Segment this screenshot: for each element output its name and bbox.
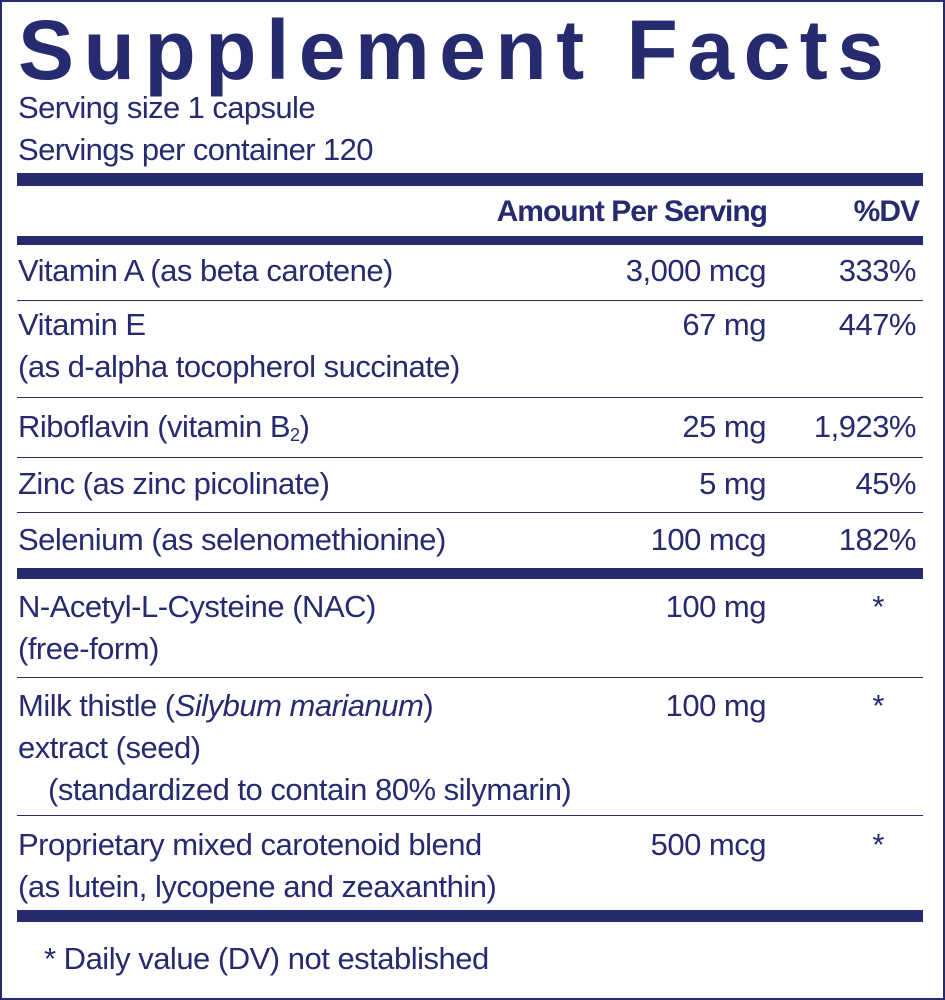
nutrient-amount: 3,000 mcg	[625, 253, 767, 288]
thick-divider	[17, 910, 923, 922]
row-divider	[17, 512, 923, 513]
name-line-1: Vitamin E	[18, 307, 146, 342]
nutrient-name: Proprietary mixed carotenoid blend (as lu…	[18, 824, 497, 908]
servings-per-container: Servings per container 120	[18, 132, 374, 167]
name-end: )	[423, 688, 434, 723]
label-title: Supplement Facts	[18, 3, 894, 97]
name-text: Riboflavin (vitamin B	[18, 409, 291, 444]
nutrient-dv: 333%	[838, 253, 917, 288]
nutrient-name: Vitamin E (as d-alpha tocopherol succinat…	[18, 304, 460, 388]
nutrient-name: Selenium (as selenomethionine)	[18, 522, 446, 557]
nutrient-amount: 5 mg	[699, 466, 766, 501]
row-divider	[17, 300, 923, 301]
name-latin: Silybum marianum	[174, 688, 424, 723]
row-divider	[17, 677, 923, 678]
name-line-1: Proprietary mixed carotenoid blend	[18, 827, 482, 862]
dv-header: %DV	[853, 195, 920, 228]
nutrient-dv: 447%	[838, 307, 917, 342]
nutrient-amount: 67 mg	[682, 307, 766, 342]
name-line-2: (free-form)	[18, 631, 159, 666]
nutrient-dv: *	[872, 827, 884, 862]
row-divider	[17, 457, 923, 458]
nutrient-name: Riboflavin (vitamin B2)	[18, 406, 310, 448]
nutrient-name: Vitamin A (as beta carotene)	[18, 253, 393, 288]
row-divider	[17, 815, 923, 816]
name-text: Milk thistle (	[18, 688, 175, 723]
nutrient-amount: 100 mcg	[650, 522, 767, 557]
nutrient-name: Milk thistle (Silybum marianum) extract (…	[18, 685, 572, 811]
nutrient-name: Zinc (as zinc picolinate)	[18, 466, 330, 501]
name-line-2: extract (seed)	[18, 730, 201, 765]
header-divider	[17, 236, 923, 245]
row-divider	[17, 397, 923, 398]
nutrient-amount: 100 mg	[665, 589, 767, 624]
nutrient-amount: 500 mcg	[650, 827, 767, 862]
footnote: * Daily value (DV) not established	[44, 941, 489, 976]
name-line-2: (as d-alpha tocopherol succinate)	[18, 349, 460, 384]
name-line-3: (standardized to contain 80% silymarin)	[48, 772, 572, 807]
name-subscript: 2	[290, 425, 300, 445]
nutrient-dv: 1,923%	[813, 409, 917, 444]
nutrient-dv: 182%	[838, 522, 917, 557]
name-end: )	[299, 409, 310, 444]
nutrient-name: N-Acetyl-L-Cysteine (NAC) (free-form)	[18, 586, 376, 670]
thick-divider	[17, 568, 923, 579]
nutrient-dv: *	[872, 589, 884, 624]
name-line-1: N-Acetyl-L-Cysteine (NAC)	[18, 589, 376, 624]
nutrient-amount: 100 mg	[665, 688, 767, 723]
serving-size: Serving size 1 capsule	[18, 90, 316, 125]
nutrient-dv: *	[872, 688, 884, 723]
nutrient-dv: 45%	[855, 466, 916, 501]
amount-per-serving-header: Amount Per Serving	[496, 195, 768, 228]
nutrient-amount: 25 mg	[682, 409, 766, 444]
name-line-2: (as lutein, lycopene and zeaxanthin)	[18, 869, 497, 904]
thick-divider	[17, 173, 923, 186]
